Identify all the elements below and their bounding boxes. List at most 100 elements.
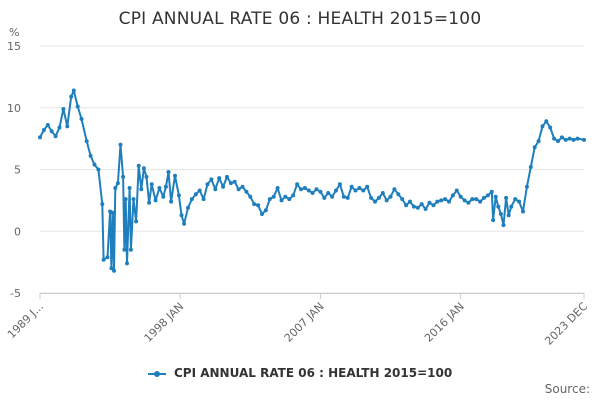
data-point[interactable] [454,188,459,193]
data-point[interactable] [213,187,218,192]
data-point[interactable] [84,139,89,144]
data-point[interactable] [470,197,475,202]
data-point[interactable] [49,129,54,134]
data-point[interactable] [353,188,358,193]
data-point[interactable] [384,198,389,203]
data-point[interactable] [236,187,241,192]
data-point[interactable] [291,193,296,198]
data-point[interactable] [263,208,268,213]
data-point[interactable] [501,223,506,228]
data-point[interactable] [450,193,455,198]
data-point[interactable] [415,205,420,210]
data-point[interactable] [427,200,432,205]
data-point[interactable] [193,192,198,197]
data-point[interactable] [517,199,522,204]
data-point[interactable] [498,212,503,216]
data-point[interactable] [474,197,479,202]
data-point[interactable] [400,197,405,202]
data-point[interactable] [318,189,323,194]
data-point[interactable] [275,186,280,190]
data-point[interactable] [361,188,366,193]
data-point[interactable] [100,202,105,207]
data-point[interactable] [105,255,110,260]
data-point[interactable] [209,177,214,182]
legend[interactable]: CPI ANNUAL RATE 06 : HEALTH 2015=100 [0,366,600,380]
data-point[interactable] [466,200,471,205]
data-point[interactable] [197,188,202,193]
data-point[interactable] [57,125,62,130]
data-point[interactable] [536,139,541,144]
data-point[interactable] [147,200,152,205]
data-point[interactable] [217,176,222,181]
data-point[interactable] [205,182,210,187]
data-point[interactable] [509,204,514,209]
data-point[interactable] [182,221,187,226]
data-point[interactable] [524,184,529,189]
data-point[interactable] [299,187,303,192]
data-point[interactable] [256,203,261,208]
data-point[interactable] [279,198,284,203]
data-point[interactable] [540,124,545,129]
data-point[interactable] [462,198,467,203]
data-point[interactable] [563,137,568,142]
data-point[interactable] [552,136,557,141]
data-point[interactable] [575,136,580,141]
data-point[interactable] [252,202,257,207]
data-point[interactable] [110,210,115,215]
data-point[interactable] [109,266,114,271]
data-point[interactable] [314,187,319,192]
data-point[interactable] [365,184,370,189]
data-point[interactable] [458,194,463,199]
series-group[interactable] [38,88,586,273]
data-point[interactable] [179,213,184,218]
data-point[interactable] [45,123,50,127]
data-point[interactable] [157,186,162,190]
data-point[interactable] [322,195,327,200]
data-point[interactable] [240,184,245,189]
data-point[interactable] [65,124,70,129]
data-point[interactable] [232,179,237,184]
data-point[interactable] [295,182,300,187]
data-point[interactable] [244,189,249,194]
data-point[interactable] [392,187,397,192]
data-point[interactable] [88,153,93,158]
data-point[interactable] [271,194,276,199]
data-point[interactable] [153,198,158,203]
data-point[interactable] [489,189,494,194]
data-point[interactable] [544,119,549,124]
data-point[interactable] [136,163,141,168]
data-point[interactable] [283,194,288,199]
data-point[interactable] [521,209,525,214]
data-point[interactable] [513,197,518,202]
data-point[interactable] [302,186,307,190]
data-point[interactable] [341,194,346,199]
data-point[interactable] [71,88,76,93]
data-point[interactable] [128,247,133,252]
data-point[interactable] [419,202,424,207]
data-point[interactable] [267,197,272,202]
data-point[interactable] [41,128,46,132]
data-point[interactable] [186,205,190,210]
data-point[interactable] [169,199,174,204]
data-point[interactable] [443,197,448,202]
data-point[interactable] [423,207,428,211]
data-point[interactable] [260,212,264,216]
data-point[interactable] [567,136,572,141]
data-point[interactable] [435,199,440,204]
data-point[interactable] [112,268,116,273]
data-point[interactable] [330,194,335,199]
data-point[interactable] [144,174,149,179]
data-point[interactable] [408,199,412,204]
data-point[interactable] [496,204,501,209]
data-point[interactable] [96,167,101,172]
data-point[interactable] [357,186,362,190]
data-point[interactable] [411,204,416,209]
data-point[interactable] [69,94,74,99]
data-point[interactable] [248,194,253,199]
data-point[interactable] [404,203,409,208]
data-point[interactable] [225,174,229,179]
data-point[interactable] [345,195,350,200]
data-point[interactable] [38,135,42,140]
data-point[interactable] [334,188,338,193]
data-point[interactable] [571,137,576,142]
